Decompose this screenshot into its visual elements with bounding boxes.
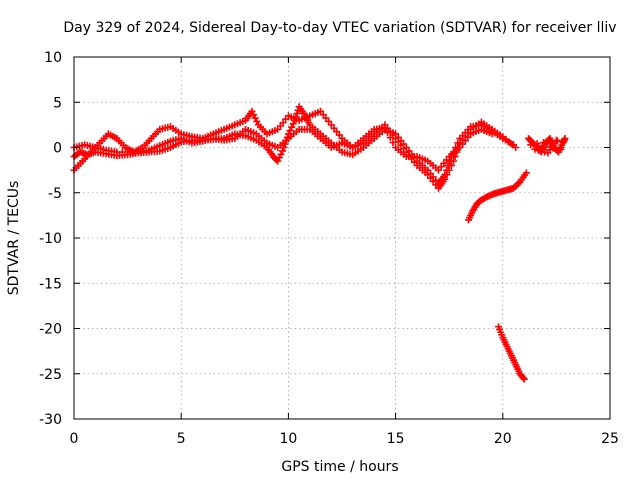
y-axis-label: SDTVAR / TECUs — [6, 181, 22, 296]
data-point — [519, 374, 527, 382]
y-tick-label: -20 — [39, 322, 62, 338]
data-point — [280, 144, 288, 151]
y-tick-label: 0 — [53, 141, 62, 157]
series-track-3 — [70, 124, 496, 174]
x-tick-label: 0 — [70, 431, 79, 447]
y-tick-label: -5 — [48, 186, 62, 202]
data-point — [541, 148, 549, 156]
data-point — [527, 141, 535, 149]
series-track-4 — [464, 169, 530, 224]
data-point — [546, 137, 554, 145]
y-tick-label: 5 — [53, 95, 62, 111]
x-tick-label: 20 — [494, 431, 512, 447]
data-point — [522, 169, 530, 177]
grid — [74, 57, 610, 419]
data-point — [386, 134, 394, 142]
chart-title: Day 329 of 2024, Sidereal Day-to-day VTE… — [63, 20, 616, 36]
data-point — [534, 142, 542, 150]
data-point — [443, 171, 451, 179]
data-point — [531, 145, 539, 153]
data-point — [552, 136, 560, 144]
data-point — [561, 134, 569, 142]
series-track-5 — [495, 323, 528, 383]
y-tick-label: -30 — [39, 412, 62, 428]
data-point — [389, 139, 397, 147]
x-axis-label: GPS time / hours — [281, 459, 398, 475]
data-point — [549, 144, 557, 152]
data-point — [512, 144, 520, 151]
data-series — [70, 103, 569, 383]
data-point — [537, 147, 545, 155]
y-tick-label: -15 — [39, 276, 62, 292]
series-cluster-end — [525, 134, 569, 157]
y-tick-label: -10 — [39, 231, 62, 247]
x-tick-label: 25 — [601, 431, 619, 447]
data-point — [488, 130, 496, 138]
data-point — [557, 145, 565, 153]
data-point — [384, 129, 392, 137]
data-point — [540, 139, 548, 147]
x-tick-label: 5 — [177, 431, 186, 447]
y-tick-label: -25 — [39, 367, 62, 383]
axis-ticks: 0 5 10 15 20 25 -30 -25 -20 -15 -10 -5 0 5 10 — [39, 50, 619, 447]
data-point — [447, 162, 455, 170]
data-point — [542, 143, 550, 151]
data-point — [445, 166, 453, 174]
data-point — [381, 124, 389, 132]
data-point — [520, 375, 528, 383]
x-tick-label: 15 — [387, 431, 405, 447]
y-tick-label: 10 — [44, 50, 62, 66]
x-tick-label: 10 — [279, 431, 297, 447]
data-point — [441, 175, 449, 183]
data-point — [449, 157, 457, 165]
